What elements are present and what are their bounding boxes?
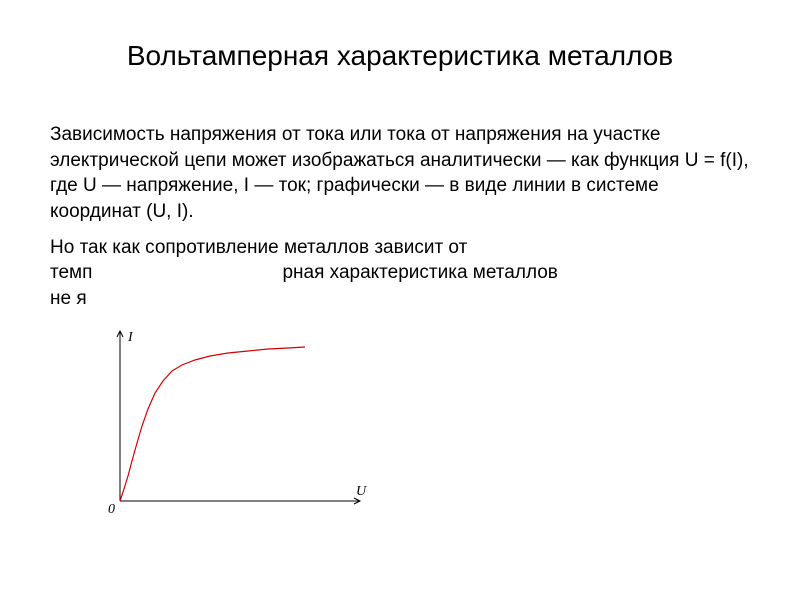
- slide-container: Вольтамперная характеристика металлов За…: [0, 0, 800, 600]
- chart-svg: 0 U I: [90, 321, 370, 521]
- p2-gap: [92, 262, 282, 283]
- svg-text:U: U: [356, 484, 367, 499]
- p2-temp: темп: [50, 262, 92, 283]
- slide-title: Вольтамперная характеристика металлов: [50, 40, 750, 72]
- svg-text:0: 0: [108, 502, 115, 517]
- svg-text:I: I: [127, 330, 134, 345]
- p2-line1: Но так как сопротивление металлов зависи…: [50, 237, 467, 258]
- paragraph-1: Зависимость напряжения от тока или тока …: [50, 122, 750, 225]
- p2-tail: рная характеристика металлов: [282, 262, 557, 283]
- iv-curve-chart: 0 U I: [90, 321, 750, 521]
- paragraph-2: Но так как сопротивление металлов зависи…: [50, 235, 750, 312]
- p2-line3: не я: [50, 288, 87, 309]
